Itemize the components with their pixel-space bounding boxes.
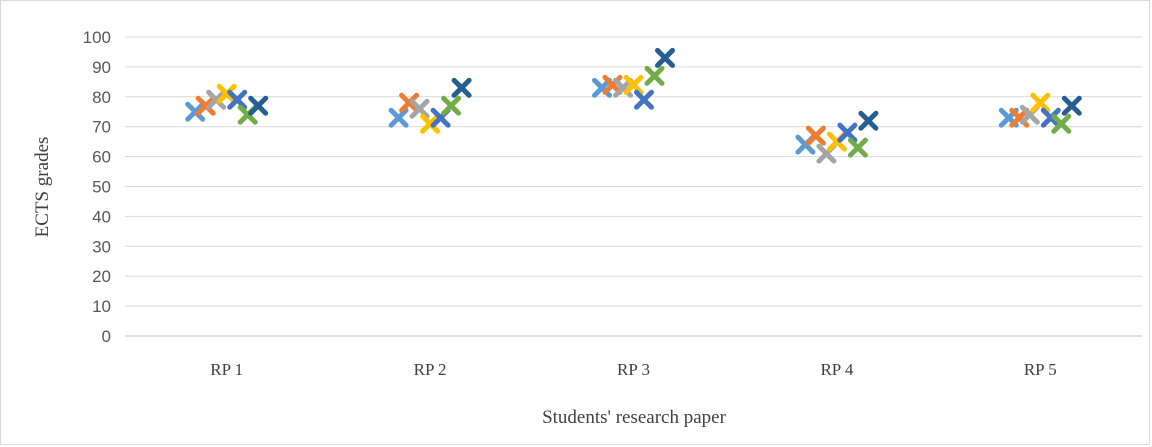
y-tick-label: 30 [92,237,111,256]
y-tick-label: 20 [92,267,111,286]
y-tick-label: 60 [92,148,111,167]
data-point [248,95,269,116]
data-point [185,101,206,122]
y-tick-label: 40 [92,207,111,226]
gridlines [125,36,1142,337]
x-tick-label: RP 4 [820,360,853,379]
x-axis-ticks: RP 1 RP 2 RP 3 RP 4 RP 5 [210,360,1057,379]
x-tick-label: RP 3 [617,360,650,379]
data-point [1040,107,1061,128]
data-point [409,98,430,119]
data-point [216,83,237,104]
data-point [847,137,868,158]
data-point [399,92,420,113]
x-tick-label: RP 2 [414,360,447,379]
data-point [420,113,441,134]
y-axis-ticks: 0 10 20 30 40 50 60 70 80 90 100 [83,28,111,346]
y-tick-label: 70 [92,118,111,137]
data-point [644,65,665,86]
data-point [623,74,644,95]
data-point [451,77,472,98]
data-point [655,47,675,68]
y-tick-label: 100 [83,28,111,47]
data-point [858,110,879,131]
data-point [1061,95,1082,116]
data-points [185,47,1082,164]
data-point [227,89,248,110]
x-axis-title: Students' research paper [542,407,727,428]
data-point [388,107,409,128]
y-axis-title: ECTS grades [32,137,53,238]
data-point [1051,113,1072,134]
data-point [441,95,462,116]
data-point [634,89,654,110]
data-point [206,89,227,110]
y-tick-label: 0 [102,327,111,346]
data-point [195,95,216,116]
data-point [1030,92,1051,113]
y-tick-label: 80 [92,88,111,107]
data-point [805,125,826,146]
y-tick-label: 50 [92,178,111,197]
data-point [837,122,858,143]
x-tick-label: RP 5 [1024,360,1057,379]
x-tick-label: RP 1 [210,360,243,379]
y-tick-label: 10 [92,297,111,316]
y-tick-label: 90 [92,58,111,77]
